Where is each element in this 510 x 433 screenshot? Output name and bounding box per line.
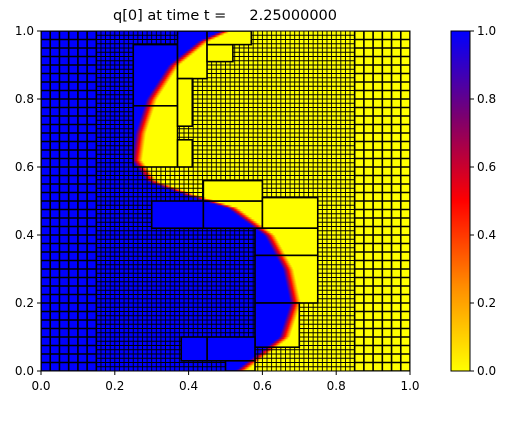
x-tick-label: 0.8 [327,379,346,393]
colorbar-tick-label: 0.6 [477,160,496,174]
colorbar-tick-label: 0.8 [477,92,496,106]
y-tick-label: 1.0 [15,24,34,38]
x-tick-label: 0.4 [179,379,198,393]
colorbar-axis: 0.0 0.2 0.4 0.6 0.8 1.0 [470,24,496,378]
y-tick-label: 0.6 [15,160,34,174]
x-tick-label: 0.2 [105,379,124,393]
y-tick-label: 0.4 [15,228,34,242]
x-axis: 0.0 0.2 0.4 0.6 0.8 1.0 [31,371,419,393]
y-tick-label: 0.2 [15,296,34,310]
x-tick-label: 0.0 [31,379,50,393]
colorbar [451,31,470,371]
y-tick-label: 0.0 [15,364,34,378]
colorbar-tick-label: 0.0 [477,364,496,378]
chart-title: q[0] at time t = 2.25000000 [113,8,337,24]
plot-area [41,31,410,372]
colorbar-tick-label: 1.0 [477,24,496,38]
grid-band [355,31,410,371]
grid-band [41,31,96,371]
colorbar-tick-label: 0.4 [477,228,496,242]
y-tick-label: 0.8 [15,92,34,106]
colorbar-tick-label: 0.2 [477,296,496,310]
x-tick-label: 0.6 [253,379,272,393]
y-axis: 0.0 0.2 0.4 0.6 0.8 1.0 [15,24,41,378]
x-tick-label: 1.0 [400,379,419,393]
